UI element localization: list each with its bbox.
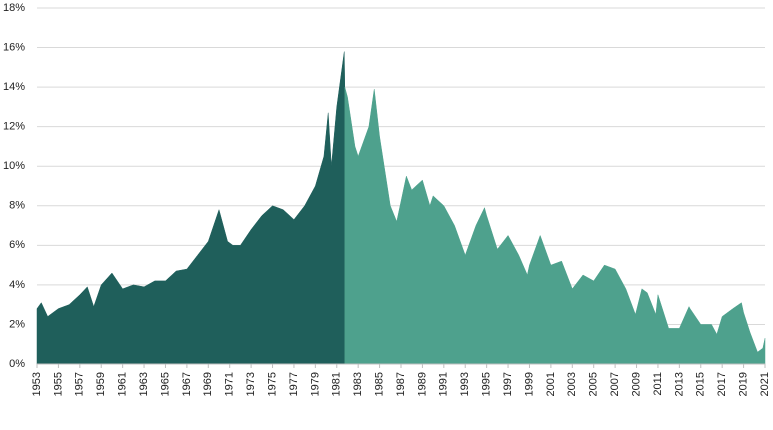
y-tick-label: 12% — [3, 121, 25, 133]
y-tick-label: 4% — [9, 279, 25, 291]
x-tick-label: 1991 — [438, 372, 450, 396]
x-tick-label: 2005 — [588, 372, 600, 396]
x-tick-label: 1981 — [331, 372, 343, 396]
x-tick-label: 1961 — [117, 372, 129, 396]
area — [36, 51, 346, 365]
x-tick-label: 1989 — [416, 372, 428, 396]
x-tick-label: 1983 — [352, 372, 364, 396]
x-tick-label: 2003 — [566, 372, 578, 396]
x-tick-label: 2007 — [609, 372, 621, 396]
x-tick-label: 1975 — [266, 372, 278, 396]
x-tick-label: 1963 — [138, 372, 150, 396]
x-tick-label: 2021 — [759, 372, 771, 396]
y-tick-label: 8% — [9, 200, 25, 212]
x-tick-label: 1987 — [395, 372, 407, 396]
x-tick-label: 1973 — [245, 372, 257, 396]
y-tick-label: 18% — [3, 2, 25, 14]
x-tick-label: 1955 — [52, 372, 64, 396]
x-tick-label: 1967 — [181, 372, 193, 396]
x-tick-label: 2013 — [673, 372, 685, 396]
y-tick-label: 2% — [9, 318, 25, 330]
x-tick-label: 2019 — [737, 372, 749, 396]
x-tick-label: 2017 — [716, 372, 728, 396]
x-tick-label: 2001 — [545, 372, 557, 396]
x-tick-label: 1971 — [224, 372, 236, 396]
x-tick-label: 2011 — [652, 372, 664, 396]
x-tick-label: 1953 — [31, 372, 43, 396]
y-tick-label: 10% — [3, 160, 25, 172]
x-tick-label: 2015 — [695, 372, 707, 396]
x-tick-label: 1993 — [459, 372, 471, 396]
x-tick-label: 2009 — [630, 372, 642, 396]
x-tick-label: 1977 — [288, 372, 300, 396]
area — [344, 87, 766, 365]
y-tick-label: 16% — [3, 41, 25, 53]
x-tick-label: 1997 — [502, 372, 514, 396]
y-tick-label: 6% — [9, 239, 25, 251]
x-tick-label: 1979 — [309, 372, 321, 396]
y-tick-label: 0% — [9, 358, 25, 370]
x-tick-label: 1965 — [159, 372, 171, 396]
y-tick-label: 14% — [3, 81, 25, 93]
x-tick-label: 1969 — [202, 372, 214, 396]
x-tick-label: 1985 — [373, 372, 385, 396]
x-tick-label: 1995 — [481, 372, 493, 396]
x-tick-label: 1959 — [95, 372, 107, 396]
x-tick-label: 1957 — [74, 372, 86, 396]
x-tick-label: 1999 — [523, 372, 535, 396]
